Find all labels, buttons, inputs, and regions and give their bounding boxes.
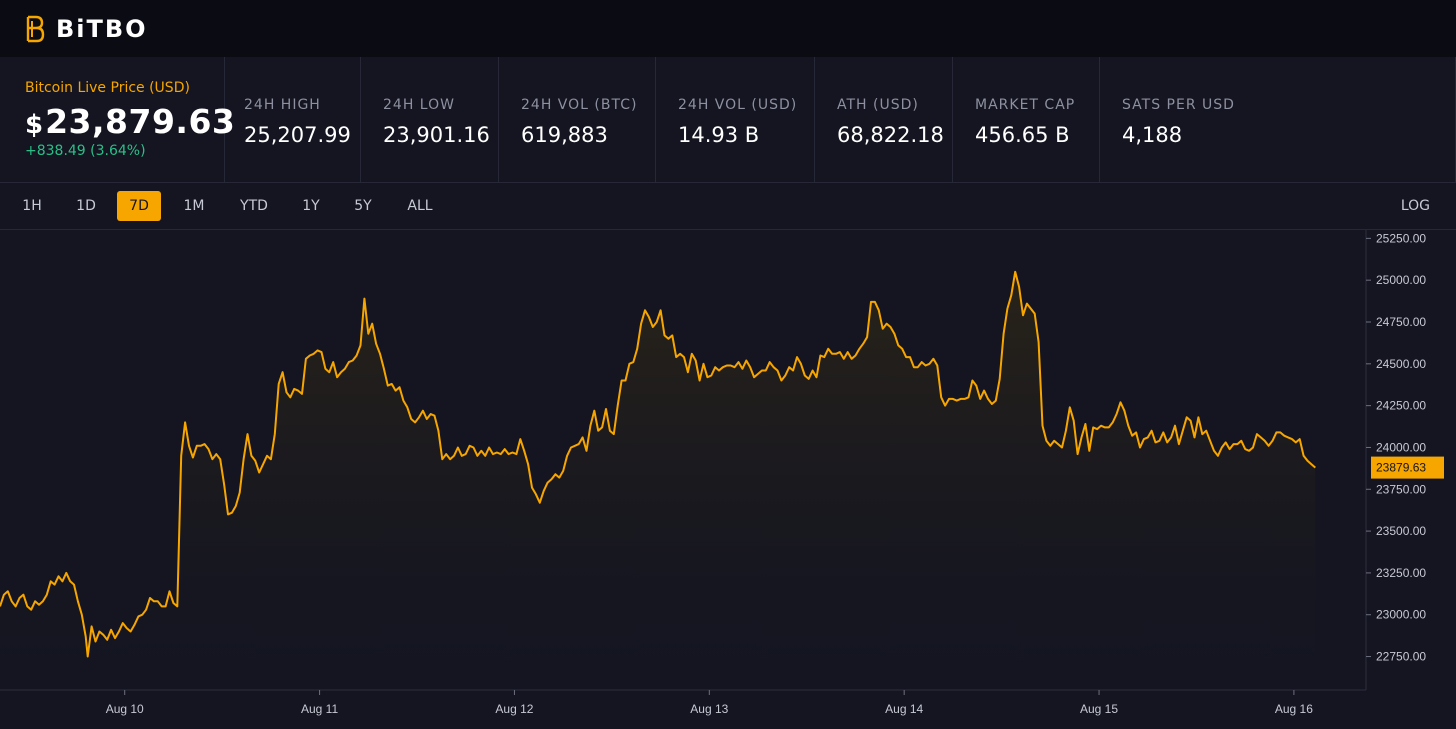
stat-24h-vol-btc: 24H VOL (BTC) 619,883	[521, 57, 656, 183]
log-scale-toggle[interactable]: LOG	[1400, 198, 1430, 214]
y-tick-label: 23500.00	[1376, 524, 1426, 538]
range-button-1d[interactable]: 1D	[76, 198, 96, 214]
price-chart[interactable]: 22750.00 23000.00 23250.00 23500.00 23750.00…	[0, 230, 1456, 729]
y-tick-label: 23250.00	[1376, 566, 1426, 580]
x-tick-label: Aug 10	[106, 702, 144, 716]
x-tick-label: Aug 12	[495, 702, 533, 716]
stat-label: 24H LOW	[383, 97, 455, 113]
stat-sats-per-usd: SATS PER USD 4,188	[1122, 57, 1262, 183]
bitbo-logo-icon	[26, 15, 45, 42]
stat-label: ATH (USD)	[837, 97, 919, 113]
price-label: Bitcoin Live Price (USD)	[25, 80, 190, 96]
stat-24h-vol-usd: 24H VOL (USD) 14.93 B	[678, 57, 815, 183]
price-currency: $	[25, 110, 44, 140]
range-button-1m[interactable]: 1M	[183, 198, 205, 214]
y-tick-label: 24000.00	[1376, 440, 1426, 454]
stat-label: MARKET CAP	[975, 97, 1076, 113]
stats-row: Bitcoin Live Price (USD) $ 23,879.63 +83…	[0, 57, 1456, 183]
x-tick-label: Aug 14	[885, 702, 923, 716]
brand-name: BiTBO	[56, 14, 148, 43]
brand-logo[interactable]: BiTBO	[24, 14, 148, 44]
x-tick-label: Aug 16	[1275, 702, 1313, 716]
y-tick-label: 22750.00	[1376, 650, 1426, 664]
range-selector: 1H 1D 7D 1M YTD 1Y 5Y ALL LOG	[0, 183, 1456, 230]
stat-market-cap: MARKET CAP 456.65 B	[975, 57, 1100, 183]
price-row: $ 23,879.63	[25, 102, 235, 141]
range-button-1y[interactable]: 1Y	[302, 198, 320, 214]
current-price-tag-label: 23879.63	[1376, 461, 1426, 475]
range-button-5y[interactable]: 5Y	[354, 198, 372, 214]
stat-value: 4,188	[1122, 123, 1183, 147]
stat-label: 24H HIGH	[244, 97, 321, 113]
price-change: +838.49 (3.64%)	[25, 143, 146, 159]
stat-label: 24H VOL (USD)	[678, 97, 798, 113]
y-tick-label: 25250.00	[1376, 231, 1426, 245]
stat-label: 24H VOL (BTC)	[521, 97, 638, 113]
y-tick-label: 23750.00	[1376, 482, 1426, 496]
x-tick-label: Aug 13	[690, 702, 728, 716]
price-series-line	[0, 270, 1316, 658]
stat-label: SATS PER USD	[1122, 97, 1235, 113]
y-tick-label: 24750.00	[1376, 315, 1426, 329]
stat-value: 456.65 B	[975, 123, 1070, 147]
range-button-7d[interactable]: 7D	[117, 191, 161, 221]
stat-value: 619,883	[521, 123, 608, 147]
y-tick-label: 25000.00	[1376, 273, 1426, 287]
stat-24h-low: 24H LOW 23,901.16	[383, 57, 499, 183]
stat-value: 25,207.99	[244, 123, 351, 147]
top-bar: BiTBO	[0, 0, 1456, 57]
range-button-ytd[interactable]: YTD	[240, 198, 268, 214]
current-price-tag	[1371, 456, 1444, 479]
x-tick-label: Aug 11	[301, 702, 338, 716]
stat-value: 14.93 B	[678, 123, 760, 147]
y-tick-label: 24250.00	[1376, 399, 1426, 413]
range-button-1h[interactable]: 1H	[22, 198, 42, 214]
y-tick-label: 23000.00	[1376, 608, 1426, 622]
range-button-all[interactable]: ALL	[407, 198, 433, 214]
stat-value: 68,822.18	[837, 123, 944, 147]
price-value: 23,879.63	[45, 102, 236, 141]
price-area-fill	[0, 271, 1316, 690]
stat-ath-usd: ATH (USD) 68,822.18	[837, 57, 953, 183]
live-price-panel: Bitcoin Live Price (USD) $ 23,879.63 +83…	[0, 57, 235, 183]
stat-24h-high: 24H HIGH 25,207.99	[244, 57, 361, 183]
x-tick-label: Aug 15	[1080, 702, 1118, 716]
y-tick-label: 24500.00	[1376, 357, 1426, 371]
stat-value: 23,901.16	[383, 123, 490, 147]
